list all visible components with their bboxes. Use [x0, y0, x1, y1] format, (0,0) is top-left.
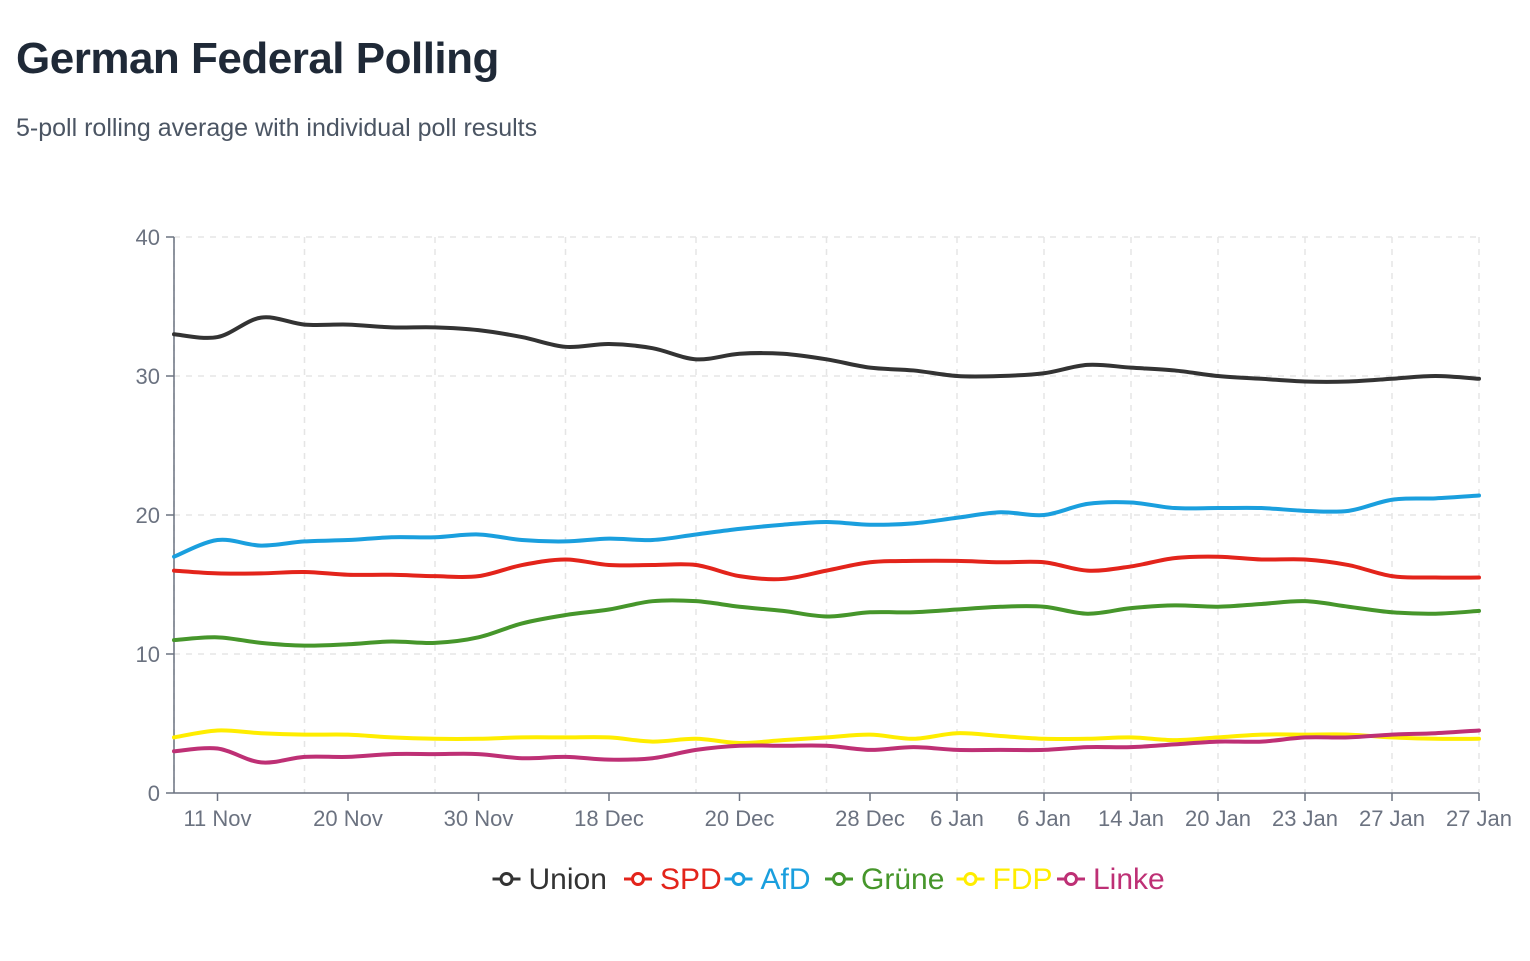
legend-item-gruene[interactable]: Grüne: [825, 863, 944, 896]
legend-marker-icon: [963, 872, 978, 886]
series-line-union: [172, 315, 1481, 384]
legend-label: Union: [529, 863, 607, 896]
x-tick-label: 27 Jan: [1359, 806, 1425, 831]
chart-axes: 0 10 20 30 40 11 Nov 20 Nov 30 Nov 18 Dec 20 Dec 2…: [136, 225, 1513, 831]
x-tick-label: 6 Jan: [1017, 806, 1071, 831]
x-tick-label: 6 Jan: [930, 806, 984, 831]
chart-series-lines: [172, 315, 1481, 765]
page-title: German Federal Polling: [16, 34, 499, 83]
legend-label: Linke: [1093, 863, 1165, 896]
x-tick-label: 18 Dec: [574, 806, 644, 831]
legend-item-linke[interactable]: Linke: [1057, 863, 1165, 896]
y-tick-label: 10: [136, 642, 160, 667]
x-tick-label: 14 Jan: [1098, 806, 1164, 831]
legend-label: FDP: [993, 863, 1053, 896]
x-tick-label: 30 Nov: [444, 806, 514, 831]
x-tick-label: 27 Jan: [1446, 806, 1512, 831]
series-line-afd: [172, 493, 1481, 559]
series-line-gruene: [172, 598, 1481, 648]
series-line-linke: [172, 728, 1481, 765]
y-tick-label: 40: [136, 225, 160, 250]
legend-marker-icon: [832, 872, 846, 886]
legend-label: AfD: [761, 863, 811, 896]
legend-marker-icon: [1064, 872, 1078, 886]
legend-label: Grüne: [861, 863, 944, 896]
legend-marker-icon: [631, 872, 645, 886]
legend-label: SPD: [660, 863, 722, 896]
series-line-spd: [172, 554, 1481, 582]
page-subtitle: 5-poll rolling average with individual p…: [16, 114, 538, 142]
x-tick-label: 11 Nov: [183, 806, 251, 831]
legend-item-union[interactable]: Union: [492, 863, 607, 896]
legend-item-spd[interactable]: SPD: [624, 863, 722, 896]
x-tick-label: 20 Nov: [313, 806, 383, 831]
y-tick-label: 20: [136, 503, 160, 528]
x-tick-label: 28 Dec: [835, 806, 905, 831]
legend-marker-icon: [499, 872, 514, 886]
x-tick-label: 20 Dec: [705, 806, 775, 831]
series-line-fdp: [172, 728, 1481, 745]
x-tick-label: 23 Jan: [1272, 806, 1338, 831]
legend-item-afd[interactable]: AfD: [724, 863, 811, 896]
y-tick-label: 30: [136, 364, 160, 389]
y-tick-label: 0: [148, 781, 160, 806]
chart-grid: [173, 236, 1480, 793]
legend-marker-icon: [731, 872, 746, 886]
chart-legend: Union SPD AfD Grüne FDP Linke: [492, 863, 1165, 896]
x-tick-label: 20 Jan: [1185, 806, 1251, 831]
legend-item-fdp[interactable]: FDP: [956, 863, 1053, 896]
